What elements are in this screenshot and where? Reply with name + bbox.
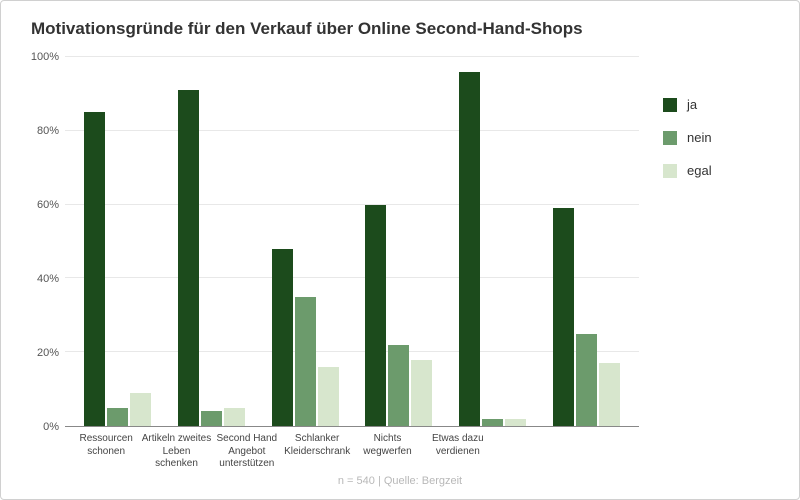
legend-label: nein bbox=[687, 130, 712, 145]
bar bbox=[178, 90, 199, 426]
bar bbox=[224, 408, 245, 426]
chart-container: Motivationsgründe für den Verkauf über O… bbox=[0, 0, 800, 500]
bar bbox=[482, 419, 503, 426]
plot-area bbox=[65, 57, 639, 427]
x-tick-label: Ressourcen schonen bbox=[71, 433, 141, 471]
bar bbox=[505, 419, 526, 426]
bar bbox=[130, 393, 151, 426]
bar-group bbox=[272, 57, 339, 426]
x-tick-label: Artikeln zweites Leben schenken bbox=[141, 433, 211, 471]
bar-group bbox=[365, 57, 432, 426]
legend-swatch bbox=[663, 98, 677, 112]
plot-and-legend: 0%20%40%60%80%100% Ressourcen schonenArt… bbox=[21, 57, 779, 471]
bar bbox=[318, 367, 339, 426]
y-axis: 0%20%40%60%80%100% bbox=[21, 57, 65, 427]
x-axis-labels: Ressourcen schonenArtikeln zweites Leben… bbox=[65, 433, 499, 471]
legend-swatch bbox=[663, 164, 677, 178]
y-tick-label: 80% bbox=[37, 125, 59, 137]
chart-footnote: n = 540 | Quelle: Bergzeit bbox=[21, 475, 779, 487]
legend-item: ja bbox=[663, 97, 779, 112]
x-tick-label: Schlanker Kleiderschrank bbox=[282, 433, 352, 471]
legend: ja nein egal bbox=[639, 57, 779, 471]
y-tick-label: 100% bbox=[31, 51, 59, 63]
plot-column: 0%20%40%60%80%100% Ressourcen schonenArt… bbox=[21, 57, 639, 471]
bar-group bbox=[459, 57, 526, 426]
bar bbox=[84, 112, 105, 426]
bar bbox=[365, 205, 386, 426]
y-tick-label: 20% bbox=[37, 347, 59, 359]
bar bbox=[272, 249, 293, 426]
bar-group bbox=[553, 57, 620, 426]
bar bbox=[599, 363, 620, 426]
bar bbox=[107, 408, 128, 426]
bar bbox=[411, 360, 432, 426]
legend-item: nein bbox=[663, 130, 779, 145]
y-tick-label: 40% bbox=[37, 273, 59, 285]
y-tick-label: 0% bbox=[43, 421, 59, 433]
x-tick-label: Second Hand Angebot unterstützen bbox=[212, 433, 282, 471]
bar bbox=[576, 334, 597, 426]
legend-label: egal bbox=[687, 163, 712, 178]
legend-item: egal bbox=[663, 163, 779, 178]
chart-title: Motivationsgründe für den Verkauf über O… bbox=[21, 19, 779, 39]
bar bbox=[388, 345, 409, 426]
bar bbox=[201, 411, 222, 426]
x-tick-label: Etwas dazu verdienen bbox=[423, 433, 493, 471]
bar-group bbox=[178, 57, 245, 426]
bar-group bbox=[84, 57, 151, 426]
legend-swatch bbox=[663, 131, 677, 145]
legend-label: ja bbox=[687, 97, 697, 112]
bar bbox=[553, 208, 574, 426]
plot-wrap: 0%20%40%60%80%100% bbox=[21, 57, 639, 427]
x-tick-label: Nichts wegwerfen bbox=[352, 433, 422, 471]
bar bbox=[295, 297, 316, 426]
bar bbox=[459, 72, 480, 426]
y-tick-label: 60% bbox=[37, 199, 59, 211]
